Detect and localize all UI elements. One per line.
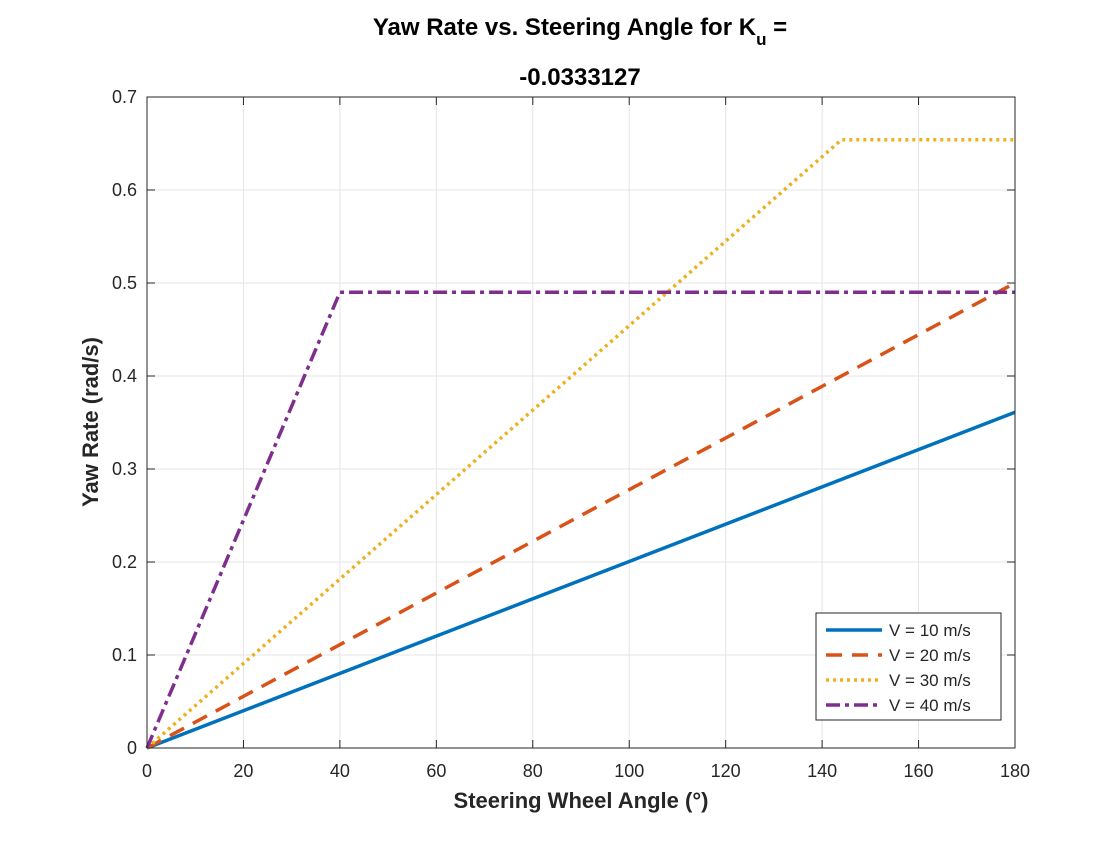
x-tick-label: 140 <box>807 761 837 781</box>
y-tick-label: 0 <box>127 738 137 758</box>
x-tick-label: 0 <box>142 761 152 781</box>
legend: V = 10 m/s V = 20 m/s V = 30 m/s V = 40 m/s <box>815 612 1002 721</box>
series-line-4 <box>145 290 1015 749</box>
y-tick-label: 0.7 <box>112 87 137 107</box>
x-tick-label: 120 <box>711 761 741 781</box>
y-tick-label: 0.6 <box>112 180 137 200</box>
y-tick-label: 0.4 <box>112 366 137 386</box>
x-tick-label: 160 <box>904 761 934 781</box>
x-tick-label: 40 <box>330 761 350 781</box>
tick-marks <box>146 96 1016 749</box>
y-tick-label: 0.5 <box>112 273 137 293</box>
y-tick-label: 0.2 <box>112 552 137 572</box>
legend-label-2: V = 20 m/s <box>889 646 971 665</box>
legend-label-4: V = 40 m/s <box>889 696 971 715</box>
chart-title-line1: Yaw Rate vs. Steering Angle for Ku = <box>373 14 787 49</box>
series-group <box>145 138 1016 750</box>
legend-label-1: V = 10 m/s <box>889 621 971 640</box>
y-tick-label: 0.1 <box>112 645 137 665</box>
chart-title-line2: -0.0333127 <box>519 64 640 91</box>
series-line-3 <box>145 138 1015 750</box>
x-tick-label: 60 <box>426 761 446 781</box>
axes-box <box>146 96 1016 749</box>
x-tick-label: 180 <box>1000 761 1030 781</box>
x-axis-label: Steering Wheel Angle (°) <box>454 788 709 813</box>
series-line-1 <box>146 410 1016 750</box>
tick-labels: 0 20 40 60 80 100 120 140 160 180 0 0.1 0.2 0.3 0.4 0.5… <box>112 87 1030 781</box>
y-tick-label: 0.3 <box>112 459 137 479</box>
legend-label-3: V = 30 m/s <box>889 671 971 690</box>
x-tick-label: 20 <box>233 761 253 781</box>
x-tick-label: 80 <box>523 761 543 781</box>
y-axis-label: Yaw Rate (rad/s) <box>78 337 103 507</box>
series-line-2 <box>146 281 1016 750</box>
x-tick-label: 100 <box>614 761 644 781</box>
